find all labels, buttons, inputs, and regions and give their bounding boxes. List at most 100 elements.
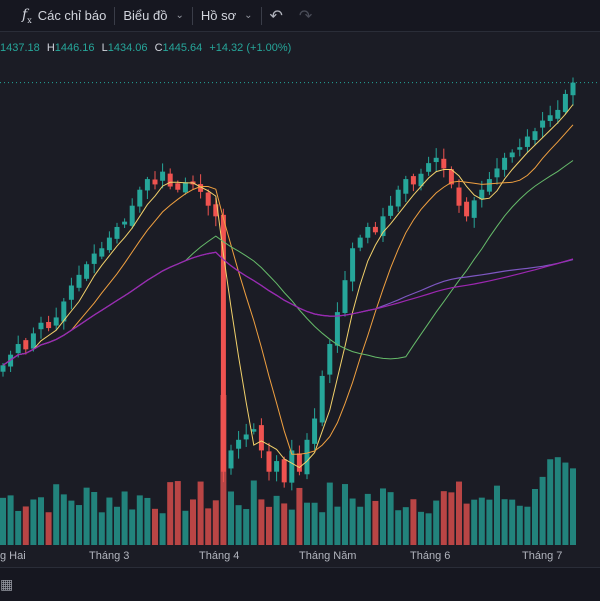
indicators-label: Các chỉ báo: [37, 8, 107, 23]
redo-icon: ↷: [298, 7, 313, 25]
ohlc-legend: 1437.18 H1446.16 L1434.06 C1445.64 +14.3…: [0, 42, 291, 54]
candle-body: [281, 459, 287, 483]
x-tick-label: Tháng 7: [522, 550, 563, 562]
candle-body: [418, 173, 424, 187]
candle-body: [129, 205, 135, 226]
candle-body: [304, 439, 310, 475]
volume-bar: [258, 499, 265, 545]
candle-body: [562, 93, 568, 113]
candle-body: [372, 226, 378, 233]
candle-body: [274, 461, 280, 472]
candle-body: [410, 176, 416, 185]
undo-icon: ↶: [269, 7, 283, 25]
templates-button[interactable]: Hồ sơ ⌄: [193, 0, 261, 32]
candle-body: [380, 216, 386, 237]
undo-button[interactable]: ↶: [262, 0, 291, 32]
candle-body: [182, 182, 188, 193]
volume-bar: [68, 500, 75, 545]
volume-bar: [524, 506, 531, 545]
volume-bar: [387, 492, 394, 545]
candle-body: [524, 136, 530, 147]
top-toolbar: fx Các chỉ báo Biểu đồ ⌄ Hồ sơ ⌄ ↶ ↷: [0, 0, 600, 32]
candle-body: [456, 187, 462, 206]
candle-body: [494, 168, 500, 178]
candle-body: [61, 301, 67, 322]
candle-body: [106, 237, 112, 251]
candle-body: [433, 157, 439, 163]
volume-bar: [372, 500, 379, 545]
candle-body: [395, 189, 401, 207]
volume-bar: [15, 510, 22, 545]
candle-body: [91, 253, 97, 264]
volume-bar: [91, 491, 98, 545]
candle-body: [388, 205, 394, 216]
candle-body: [30, 333, 36, 349]
volume-bar: [319, 512, 326, 545]
chevron-down-icon: ⌄: [244, 10, 253, 21]
volume-bar: [334, 506, 341, 545]
volume-bar: [106, 497, 113, 545]
candle-body: [540, 120, 546, 128]
volume-bar: [296, 487, 303, 545]
volume-bar: [136, 495, 143, 545]
candle-body: [243, 434, 249, 440]
candle-body: [167, 173, 173, 187]
volume-bar: [418, 511, 424, 545]
candle-body: [236, 439, 242, 449]
toolbar-divider: [114, 6, 116, 25]
candle-body: [479, 189, 485, 200]
candle-body: [220, 214, 226, 472]
function-icon: fx: [22, 6, 32, 25]
candle-body: [228, 450, 234, 469]
volume-bar: [304, 502, 310, 545]
candle-body: [312, 418, 318, 444]
candle-body: [464, 201, 470, 217]
candle-body: [38, 322, 44, 330]
chevron-down-icon: ⌄: [175, 10, 184, 21]
candle-body: [122, 221, 128, 225]
candle-body: [175, 183, 181, 190]
volume-bar: [98, 512, 105, 545]
redo-button[interactable]: ↷: [291, 0, 320, 32]
candle-body: [532, 131, 538, 141]
close-key: C: [154, 42, 163, 54]
volume-bar: [364, 493, 371, 545]
volume-bar: [45, 512, 52, 545]
chart-type-button[interactable]: Biểu đồ ⌄: [115, 0, 191, 32]
volume-bar: [159, 513, 166, 545]
volume-bar: [228, 491, 234, 545]
x-tick-label: Tháng Năm: [299, 550, 357, 562]
candle-body: [68, 285, 74, 300]
volume-bar: [494, 485, 500, 545]
calendar-icon[interactable]: ▦: [0, 576, 14, 592]
volume-bar: [463, 503, 470, 545]
volume-bar: [273, 495, 280, 545]
candle-body: [137, 189, 143, 207]
ma-line-fast: [2, 104, 574, 469]
price-chart[interactable]: [0, 33, 600, 545]
volume-bar: [342, 484, 348, 545]
toolbar-divider: [191, 6, 193, 25]
candle-body: [547, 115, 553, 121]
chart-type-label: Biểu đồ: [123, 8, 168, 23]
candle-body: [441, 158, 447, 169]
volume-bar: [532, 488, 538, 545]
candle-body: [46, 321, 52, 329]
indicators-button[interactable]: fx Các chỉ báo: [0, 0, 114, 32]
time-axis[interactable]: g Hai Tháng 3 Tháng 4 Tháng Năm Tháng 6 …: [0, 545, 600, 567]
candle-body: [99, 248, 105, 257]
volume-bar: [129, 509, 136, 545]
volume-bar: [190, 499, 196, 545]
volume-bar: [516, 505, 523, 545]
candle-body: [570, 82, 576, 96]
volume-bar: [509, 499, 516, 545]
volume-bar: [266, 506, 272, 545]
x-tick-label: g Hai: [0, 550, 26, 562]
volume-bar: [235, 505, 242, 545]
open-value: 1437.18: [0, 42, 40, 54]
x-tick-label: Tháng 3: [89, 550, 130, 562]
volume-bar: [152, 508, 158, 545]
candle-body: [517, 147, 523, 150]
volume-bar: [250, 480, 257, 545]
volume-bar: [281, 503, 288, 545]
